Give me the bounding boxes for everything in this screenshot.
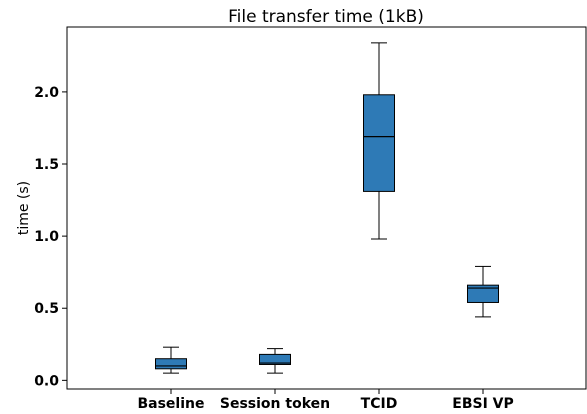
x-tick-label: EBSI VP xyxy=(452,396,514,412)
plot-area xyxy=(66,26,587,390)
box-series xyxy=(155,42,499,374)
box-session-token xyxy=(259,348,291,374)
chart-title: File transfer time (1kB) xyxy=(228,7,424,27)
box-iqr xyxy=(155,358,187,370)
y-tick-label: 0.0 xyxy=(34,373,59,389)
box-iqr xyxy=(259,353,291,365)
x-axis: Baseline Session token TCID EBSI VP xyxy=(137,389,514,412)
y-tick-label: 0.5 xyxy=(34,301,59,317)
y-axis-label: time (s) xyxy=(16,181,32,235)
x-tick-label: TCID xyxy=(361,396,398,412)
y-tick-label: 1.0 xyxy=(34,229,59,245)
y-tick-label: 2.0 xyxy=(34,85,59,101)
box-ebsi-vp xyxy=(467,265,499,318)
y-tick-label: 1.5 xyxy=(34,157,59,173)
box-baseline xyxy=(155,346,187,374)
y-axis: 0.0 0.5 1.0 1.5 2.0 xyxy=(34,85,67,389)
x-tick-label: Session token xyxy=(220,396,330,412)
x-tick-label: Baseline xyxy=(137,396,204,412)
box-iqr xyxy=(363,94,395,192)
box-iqr xyxy=(467,284,499,303)
box-tcid xyxy=(363,42,395,240)
